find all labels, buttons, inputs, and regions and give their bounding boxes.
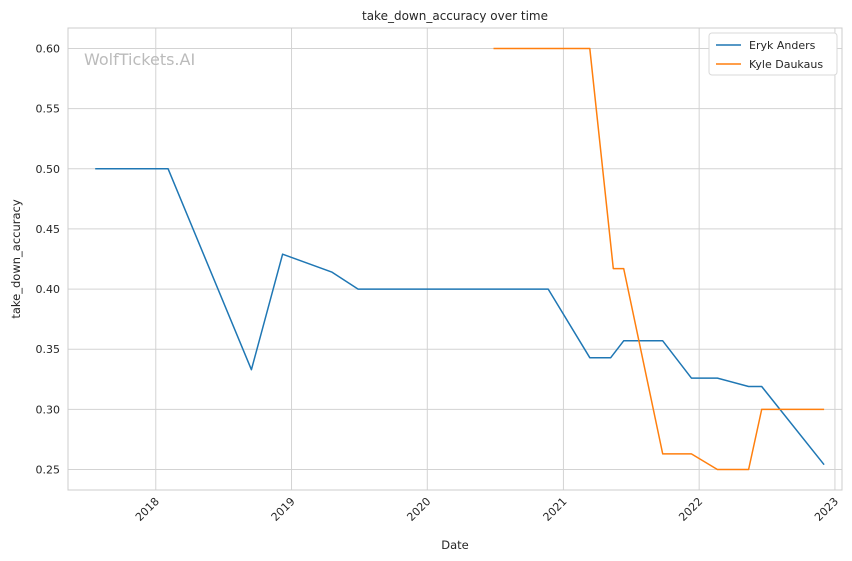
series-layer [95, 47, 825, 471]
y-tick-label: 0.30 [36, 403, 61, 416]
y-axis-title: take_down_accuracy [9, 199, 23, 318]
x-tick-label: 2020 [404, 495, 433, 524]
y-tick-label: 0.45 [36, 223, 61, 236]
x-tick-label: 2022 [676, 495, 705, 524]
legend-label-kyle-daukaus: Kyle Daukaus [749, 58, 823, 71]
watermark: WolfTickets.AI [84, 50, 195, 69]
y-tick-label: 0.40 [36, 283, 61, 296]
series-line-kyle-daukaus [493, 47, 825, 471]
legend-label-eryk-anders: Eryk Anders [749, 39, 816, 52]
legend: Eryk Anders Kyle Daukaus [708, 32, 838, 76]
tick-labels: 0.25 0.30 0.35 0.40 0.45 0.50 0.55 0.60 2018 2019… [36, 42, 842, 523]
y-tick-label: 0.55 [36, 103, 61, 116]
chart-title: take_down_accuracy over time [362, 9, 548, 23]
x-tick-label: 2023 [812, 495, 841, 524]
x-tick-label: 2021 [541, 495, 570, 524]
y-tick-label: 0.25 [36, 464, 61, 477]
y-tick-label: 0.50 [36, 163, 61, 176]
grid [68, 28, 842, 490]
y-tick-label: 0.35 [36, 343, 61, 356]
x-tick-label: 2018 [133, 495, 162, 524]
x-axis-title: Date [441, 538, 469, 552]
plot-frame [67, 27, 843, 491]
y-tick-label: 0.60 [36, 42, 61, 55]
series-line-eryk-anders [95, 168, 825, 466]
x-tick-label: 2019 [269, 495, 298, 524]
